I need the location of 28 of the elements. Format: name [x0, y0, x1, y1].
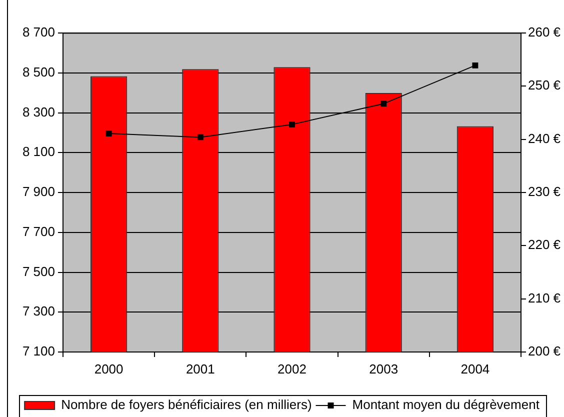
point	[289, 121, 295, 128]
legend-label: Montant moyen du dégrèvement	[352, 397, 540, 412]
y2-tick-label: 240 €	[528, 130, 562, 146]
y-tick-label: 8 300	[22, 104, 55, 120]
y2-tick-label: 260 €	[528, 24, 562, 40]
point	[106, 130, 112, 136]
y-tick-label: 8 500	[22, 64, 55, 80]
point	[197, 134, 204, 140]
x-tick-label: 2004	[460, 361, 490, 376]
y2-tick-label: 230 €	[528, 184, 562, 200]
x-tick-label: 2001	[186, 361, 215, 376]
y-tick-label: 7 700	[22, 224, 55, 239]
x-tick-label: 2002	[278, 361, 306, 376]
legend-label: Nombre de foyers bénéficiaires (en milliers)	[61, 397, 312, 412]
x-tick-label: 2003	[369, 361, 398, 376]
y2-tick-label: 220 €	[528, 237, 562, 252]
x-tick-label: 2000	[94, 361, 124, 376]
y-tick-label: 7 100	[22, 344, 55, 359]
y-tick-label: 7 900	[22, 184, 55, 200]
y-tick-label: 8 700	[22, 24, 55, 40]
y-tick-label: 8 100	[22, 144, 55, 160]
y2-tick-label: 200 €	[528, 344, 562, 359]
point	[472, 62, 478, 68]
point	[380, 100, 387, 107]
y2-tick-label: 210 €	[528, 290, 562, 306]
y-tick-label: 7 300	[22, 304, 55, 319]
y-tick-label: 7 500	[22, 264, 55, 279]
y2-tick-label: 250 €	[528, 78, 562, 93]
